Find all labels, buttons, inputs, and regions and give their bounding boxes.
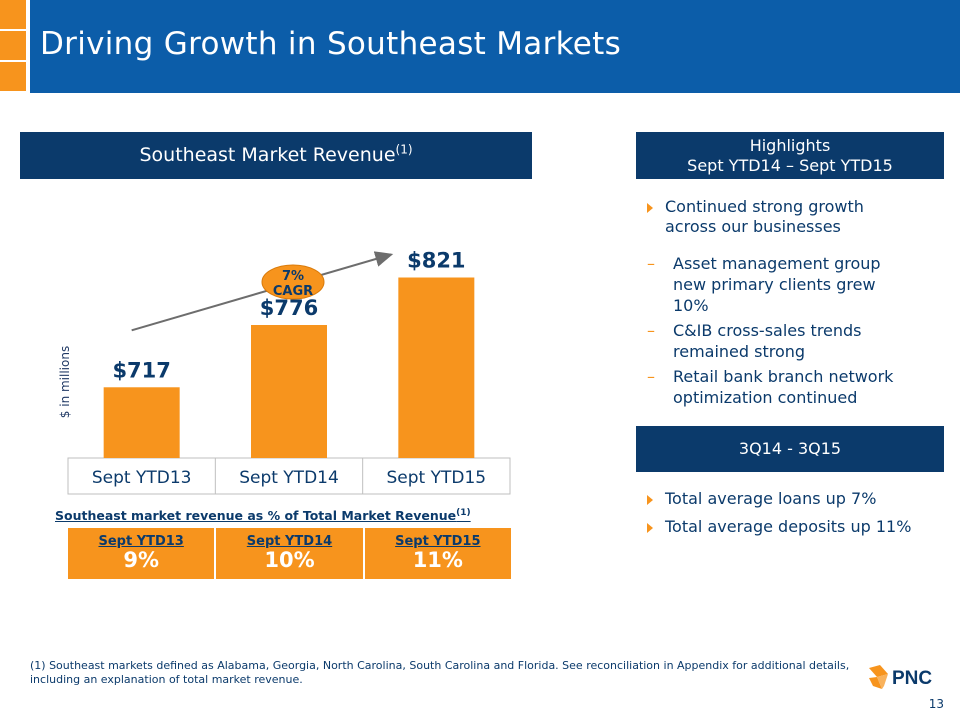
data-label: $821 bbox=[407, 249, 465, 273]
pct-cell-value: 11% bbox=[412, 548, 463, 572]
bullet-triangle-icon bbox=[647, 203, 653, 213]
revenue-chart: $717 Sept YTD13 $776 Sept YTD14 $821 Sept YTD… bbox=[40, 240, 540, 500]
pnc-logo: PNC bbox=[866, 664, 950, 690]
data-label: $717 bbox=[112, 358, 170, 382]
bar bbox=[398, 277, 475, 458]
highlights-heading-line2: Sept YTD14 – Sept YTD15 bbox=[687, 156, 893, 175]
accent-bars bbox=[0, 0, 26, 93]
pct-table-title: Southeast market revenue as % of Total M… bbox=[55, 508, 471, 523]
highlights-sub-bullet: – Retail bank branch network optimizatio… bbox=[645, 366, 905, 408]
dash-icon: – bbox=[647, 367, 655, 386]
pct-cell-label: Sept YTD13 bbox=[98, 534, 184, 549]
bar bbox=[103, 387, 180, 458]
cagr-trend-arrow bbox=[131, 251, 394, 332]
revenue-heading-footnote: (1) bbox=[395, 142, 413, 157]
pct-table-footnote: (1) bbox=[456, 508, 471, 518]
bullet-triangle-icon bbox=[647, 523, 653, 533]
highlights-list: Continued strong growth across our busin… bbox=[645, 197, 905, 412]
highlights-sub-bullet: – C&IB cross-sales trends remained stron… bbox=[645, 320, 905, 362]
revenue-heading-text: Southeast Market Revenue bbox=[139, 144, 396, 166]
pct-cell-label: Sept YTD14 bbox=[246, 534, 333, 549]
cagr-label-text: CAGR bbox=[273, 284, 313, 299]
pct-cell-value: 9% bbox=[123, 548, 159, 572]
cagr-bubble bbox=[261, 264, 325, 300]
pnc-logo-icon: PNC bbox=[869, 665, 932, 689]
pct-cell-label: Sept YTD15 bbox=[395, 534, 481, 549]
sub-bullet-text: Retail bank branch network optimization … bbox=[673, 367, 894, 407]
category-label: Sept YTD15 bbox=[387, 468, 487, 488]
pct-cell: Sept YTD15 11% bbox=[364, 528, 511, 579]
quarter-list: Total average loans up 7% Total average … bbox=[645, 489, 945, 537]
category-label: Sept YTD13 bbox=[92, 468, 192, 488]
pnc-logo-text: PNC bbox=[892, 668, 932, 689]
category-axis-box bbox=[67, 457, 511, 495]
footnote: (1) Southeast markets defined as Alabama… bbox=[30, 659, 850, 686]
highlights-main-bullet: Continued strong growth across our busin… bbox=[645, 197, 905, 237]
pct-table: Sept YTD13 9% Sept YTD14 10% Sept YTD15 … bbox=[68, 528, 511, 579]
highlights-sub-bullet: – Asset management group new primary cli… bbox=[645, 253, 905, 316]
cagr-label-value: 7% bbox=[282, 269, 304, 284]
quarter-bullet: Total average loans up 7% bbox=[645, 489, 945, 509]
quarter-bullet: Total average deposits up 11% bbox=[645, 517, 945, 537]
highlights-heading-line1: Highlights bbox=[749, 136, 831, 155]
pct-cell: Sept YTD13 9% bbox=[68, 528, 217, 579]
pct-cell: Sept YTD14 10% bbox=[216, 528, 365, 579]
bullet-triangle-icon bbox=[647, 495, 653, 505]
quarter-heading: 3Q14 - 3Q15 bbox=[636, 426, 944, 472]
category-label: Sept YTD14 bbox=[239, 468, 339, 488]
dash-icon: – bbox=[647, 254, 655, 273]
bar bbox=[251, 325, 327, 458]
bullet-text: Total average loans up 7% bbox=[665, 489, 877, 508]
page-title: Driving Growth in Southeast Markets bbox=[40, 26, 622, 62]
bullet-text: Total average deposits up 11% bbox=[665, 517, 912, 536]
page-number: 13 bbox=[928, 697, 944, 711]
sub-bullet-text: C&IB cross-sales trends remained strong bbox=[673, 321, 862, 361]
revenue-chart-svg: $717 Sept YTD13 $776 Sept YTD14 $821 Sept YTD… bbox=[67, 249, 511, 495]
revenue-heading: Southeast Market Revenue(1) bbox=[20, 132, 532, 179]
title-bar: Driving Growth in Southeast Markets bbox=[30, 0, 960, 93]
pct-cell-value: 10% bbox=[264, 548, 315, 572]
data-label: $776 bbox=[260, 296, 318, 320]
sub-bullet-text: Asset management group new primary clien… bbox=[673, 254, 881, 315]
highlights-heading: Highlights Sept YTD14 – Sept YTD15 bbox=[636, 132, 944, 179]
bullet-text: Continued strong growth across our busin… bbox=[665, 197, 864, 236]
pct-table-title-text: Southeast market revenue as % of Total M… bbox=[55, 508, 457, 524]
dash-icon: – bbox=[647, 321, 655, 340]
